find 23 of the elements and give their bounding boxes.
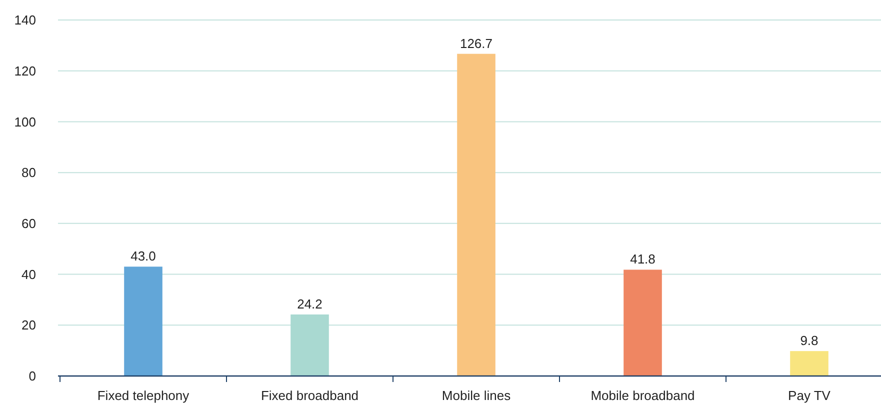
data-label: 24.2 (297, 296, 322, 312)
data-label: 126.7 (460, 36, 493, 51)
y-tick-label: 100 (14, 114, 36, 130)
y-tick-label: 0 (28, 368, 36, 384)
data-label: 43.0 (130, 248, 156, 264)
y-tick-label: 140 (14, 12, 36, 28)
y-tick-label: 60 (22, 216, 36, 231)
bar (624, 270, 662, 376)
bar (457, 54, 496, 376)
data-label: 9.8 (800, 333, 818, 348)
bar (790, 351, 828, 376)
x-tick-label: Mobile lines (442, 388, 512, 403)
bar (124, 266, 162, 376)
x-tick-label: Fixed telephony (97, 388, 190, 403)
data-label: 41.8 (630, 252, 656, 267)
y-tick-label: 20 (22, 318, 36, 333)
x-tick-label: Fixed broadband (260, 388, 359, 403)
bar (290, 314, 329, 376)
y-tick-label: 120 (14, 63, 36, 78)
x-tick-label: Mobile broadband (590, 388, 695, 403)
y-tick-label: 80 (22, 165, 36, 180)
x-tick-label: Pay TV (788, 388, 831, 403)
y-tick-label: 40 (22, 266, 36, 282)
